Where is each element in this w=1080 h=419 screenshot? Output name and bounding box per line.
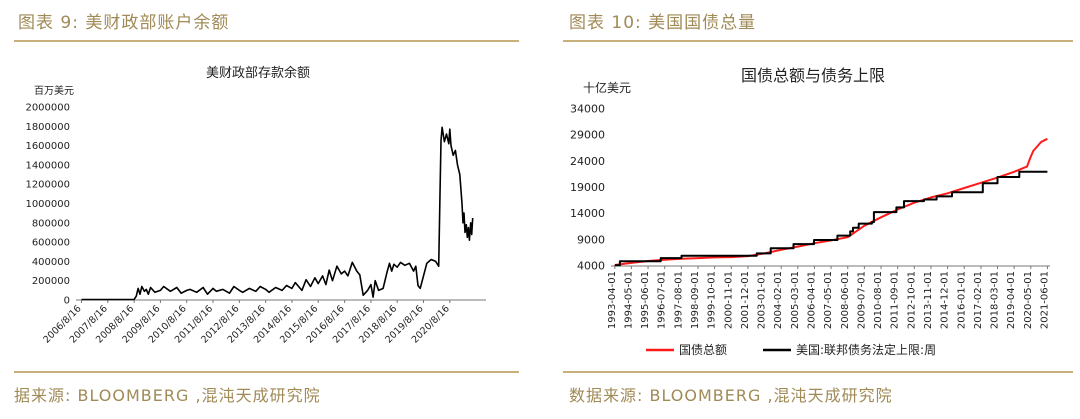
- y-tick-label: 600000: [32, 238, 70, 249]
- y-tick-label: 1400000: [25, 160, 70, 171]
- x-tick-label: 2009-07-01: [856, 271, 867, 329]
- y-tick-label: 1600000: [25, 141, 70, 152]
- x-tick-label: 1997-08-01: [673, 271, 684, 329]
- x-tick-label: 2005-03-01: [790, 271, 801, 329]
- x-tick-label: 1993-04-01: [607, 271, 618, 329]
- x-tick-label: 1999-10-01: [707, 271, 718, 329]
- x-tick-label: 1998-09-01: [690, 271, 701, 329]
- source-note: 数据来源: BLOOMBERG ,混沌天成研究院: [569, 386, 893, 405]
- y-tick-label: 400000: [32, 257, 70, 268]
- x-tick-label: 2010-08-01: [873, 271, 884, 329]
- title-divider: [563, 40, 1073, 42]
- x-tick-label: 2021-06-01: [1039, 271, 1050, 329]
- source-divider: [14, 371, 519, 373]
- y-tick-label: 0: [64, 296, 70, 307]
- y-tick-label: 4000: [577, 260, 605, 273]
- x-tick-label: 1996-07-01: [657, 271, 668, 329]
- figure-label: 图表 10: 美国国债总量: [569, 13, 757, 33]
- y-tick-label: 34000: [570, 103, 605, 116]
- source-note: 据来源: BLOOMBERG ,混沌天成研究院: [14, 386, 321, 405]
- y-tick-label: 1200000: [25, 180, 70, 191]
- x-tick-label: 2014-12-01: [940, 271, 951, 329]
- y-tick-label: 29000: [570, 129, 605, 142]
- x-tick-label: 1995-06-01: [640, 271, 651, 329]
- y-tick-label: 9000: [577, 233, 605, 246]
- y-tick-label: 19000: [570, 181, 605, 194]
- x-tick-label: 2016-01-01: [956, 271, 967, 329]
- x-tick-label: 2018-03-01: [989, 271, 1000, 329]
- y-tick-label: 24000: [570, 155, 605, 168]
- x-tick-label: 2003-01-01: [757, 271, 768, 329]
- y-tick-label: 14000: [570, 207, 605, 220]
- x-tick-label: 2019-04-01: [1006, 271, 1017, 329]
- title-divider: [14, 40, 519, 42]
- x-tick-label: 2011-09-01: [890, 271, 901, 329]
- legend-label: 国债总额: [679, 343, 727, 357]
- x-tick-label: 2013-11-01: [923, 271, 934, 329]
- chart-title: 国债总额与债务上限: [741, 66, 885, 85]
- y-unit-label: 百万美元: [34, 84, 74, 97]
- x-tick-label: 2012-10-01: [906, 271, 917, 329]
- source-divider: [563, 371, 1073, 373]
- y-tick-label: 2000000: [25, 103, 70, 114]
- x-tick-label: 2020-05-01: [1023, 271, 1034, 329]
- x-tick-label: 2001-12-01: [740, 271, 751, 329]
- x-tick-label: 1994-05-01: [623, 271, 634, 329]
- x-tick-label: 2006-04-01: [806, 271, 817, 329]
- y-unit-label: 十亿美元: [583, 80, 631, 95]
- right-panel: 图表 10: 美国国债总量 国债总额与债务上限十亿美元 4000 9000 14000…: [555, 0, 1080, 419]
- x-tick-label: 2004-02-01: [773, 271, 784, 329]
- series-line: [81, 126, 474, 301]
- left-panel: 图表 9: 美财政部账户余额 美财政部存款余额百万美元 0 200000 400000…: [0, 0, 530, 419]
- x-tick-label: 2008-06-01: [840, 271, 851, 329]
- chart-title: 美财政部存款余额: [206, 65, 310, 81]
- y-tick-label: 200000: [32, 276, 70, 287]
- y-tick-label: 1800000: [25, 122, 70, 133]
- series-line-1: [614, 170, 1048, 267]
- legend-label: 美国:联邦债务法定上限:周: [796, 342, 936, 357]
- y-tick-label: 1000000: [25, 199, 70, 210]
- figure-label: 图表 9: 美财政部账户余额: [18, 13, 230, 33]
- y-tick-label: 800000: [32, 218, 70, 229]
- x-tick-label: 2017-02-01: [973, 271, 984, 329]
- x-tick-label: 2007-05-01: [823, 271, 834, 329]
- x-tick-label: 2000-11-01: [723, 271, 734, 329]
- series-line-0: [614, 137, 1048, 266]
